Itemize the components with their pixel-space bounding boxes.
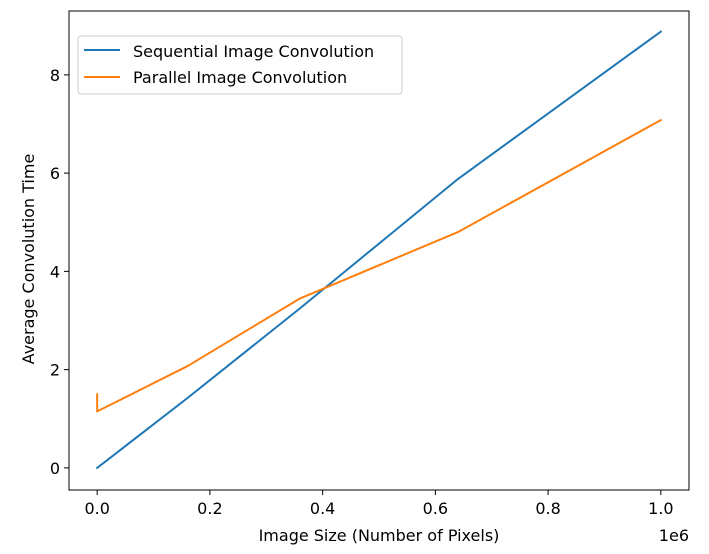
x-tick-label: 1.0 <box>648 499 673 518</box>
y-axis-label: Average Convolution Time <box>19 154 38 365</box>
legend-box <box>77 35 403 95</box>
x-tick-label: 0.0 <box>84 499 109 518</box>
plot-frame <box>68 10 690 491</box>
y-tick-label: 6 <box>50 164 60 183</box>
x-axis-offset-label: 1e6 <box>659 526 689 545</box>
x-tick-label: 0.6 <box>423 499 448 518</box>
x-axis-label: Image Size (Number of Pixels) <box>259 526 500 545</box>
sequential-series-line <box>95 30 663 470</box>
y-tick-label: 0 <box>50 459 60 478</box>
x-axis-ticks: 0.0 0.2 0.4 0.6 0.8 1.0 <box>84 490 674 518</box>
series-layer <box>95 30 663 470</box>
x-tick-label: 0.2 <box>197 499 222 518</box>
y-tick-label: 4 <box>50 262 60 281</box>
parallel-series-line <box>96 118 663 413</box>
y-tick-label: 8 <box>50 66 60 85</box>
y-tick-label: 2 <box>50 361 60 380</box>
legend-label-parallel: Parallel Image Convolution <box>133 68 347 87</box>
legend: Sequential Image Convolution Parallel Im… <box>77 35 403 95</box>
x-tick-label: 0.4 <box>310 499 335 518</box>
y-axis-ticks: 0 2 4 6 8 <box>50 66 69 478</box>
x-tick-label: 0.8 <box>535 499 560 518</box>
legend-label-sequential: Sequential Image Convolution <box>133 42 374 61</box>
